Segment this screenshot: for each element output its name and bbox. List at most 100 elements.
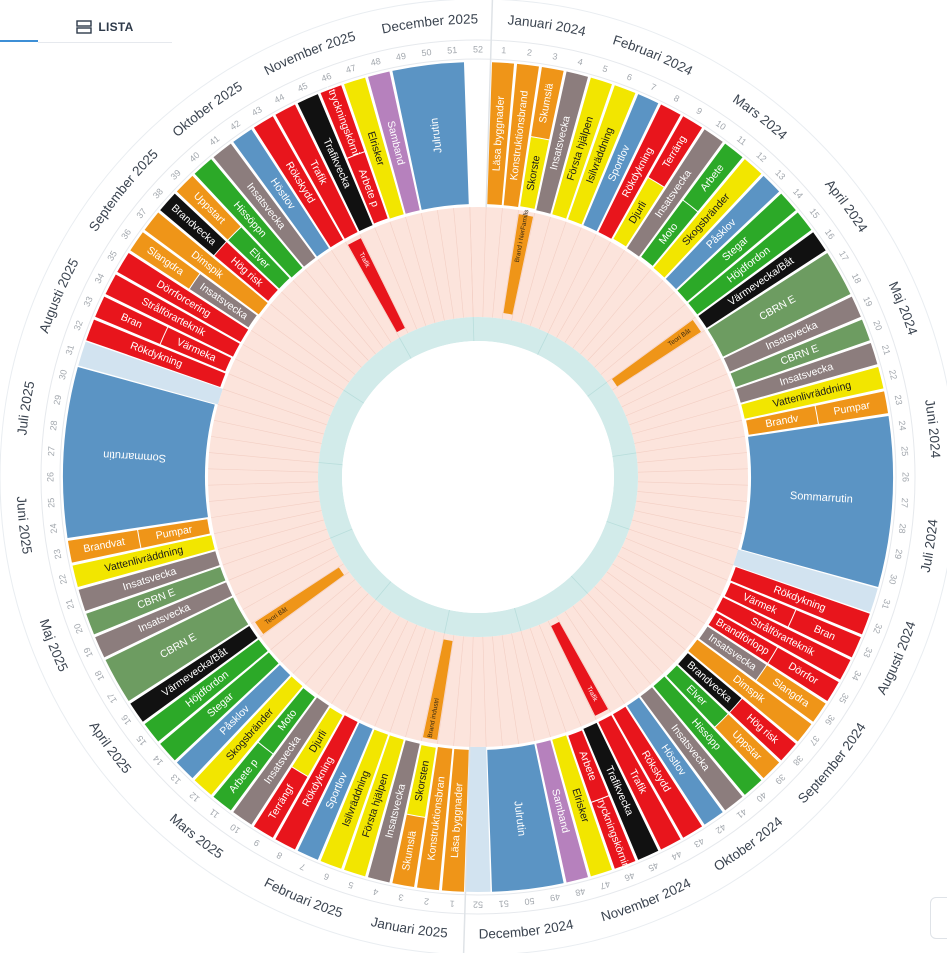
activity-segment [441, 748, 469, 892]
teal-grid-line [399, 337, 412, 359]
week-grid-line [637, 468, 748, 473]
week-grid-line [520, 631, 551, 738]
week-grid-line [538, 624, 582, 727]
week-number: 44 [670, 849, 684, 863]
week-grid-line [251, 563, 344, 624]
activity-segment [688, 212, 812, 315]
week-grid-line [612, 330, 705, 391]
week-grid-line [587, 593, 664, 674]
week-grid-line [594, 586, 675, 663]
week-grid-line [208, 481, 319, 486]
week-number: 24 [48, 523, 59, 534]
activity-segment [144, 639, 268, 742]
week-grid-line [625, 537, 728, 581]
week-number: 52 [473, 900, 483, 910]
week-grid-line [453, 636, 464, 746]
week-grid-line [547, 234, 597, 334]
week-grid-line [564, 611, 625, 704]
activity-segment [768, 647, 839, 702]
week-number: 17 [837, 249, 851, 263]
week-grid-line [637, 452, 747, 463]
week-grid-line [345, 241, 400, 338]
activity-segment [736, 343, 878, 403]
activity-segment [392, 62, 469, 210]
week-grid-line [242, 555, 339, 610]
week-grid-line [222, 388, 327, 426]
week-number: 43 [250, 104, 264, 118]
activity-segment [368, 71, 420, 214]
activity-segment [724, 582, 796, 627]
week-number: 31 [880, 598, 893, 611]
week-number: 15 [134, 734, 148, 748]
week-grid-line [228, 537, 331, 581]
activity-segment [583, 94, 659, 232]
week-grid-line [520, 216, 551, 323]
week-number: 28 [897, 523, 908, 534]
week-number: 29 [52, 394, 64, 406]
activity-segment [105, 597, 249, 702]
activity-segment [95, 296, 168, 344]
week-grid-line [405, 631, 436, 738]
week-number: 45 [647, 860, 660, 873]
week-number: 14 [791, 186, 805, 200]
activity-segment [678, 653, 742, 712]
week-grid-line [292, 280, 369, 361]
week-grid-line [482, 636, 487, 747]
inner-event-marker [348, 238, 405, 333]
inner-event-ring [208, 207, 748, 747]
week-grid-line [632, 404, 739, 435]
week-grid-line [242, 344, 339, 399]
week-number: 19 [82, 646, 95, 659]
activity-segment [746, 406, 818, 435]
week-number: 8 [672, 93, 681, 104]
week-number: 21 [64, 598, 77, 611]
week-grid-line [469, 636, 474, 747]
week-number: 12 [754, 150, 768, 164]
activity-segment [756, 665, 826, 722]
week-number: 27 [899, 498, 910, 509]
activity-segment [407, 745, 436, 817]
activity-segment [583, 722, 659, 860]
activity-segment [130, 232, 200, 289]
inner-event-marker [422, 639, 453, 740]
activity-segment [730, 319, 870, 388]
week-grid-line [580, 599, 652, 685]
activity-segment [320, 85, 365, 158]
activity-segment [297, 94, 373, 232]
activity-segment [176, 175, 241, 240]
teal-grid-line [514, 607, 522, 632]
week-number: 25 [899, 446, 910, 457]
activity-segment [666, 665, 728, 727]
activity-segment [641, 200, 698, 266]
teal-grid-line [570, 575, 588, 594]
week-number: 32 [72, 319, 85, 332]
week-number: 46 [320, 71, 333, 84]
week-number: 42 [228, 118, 242, 132]
week-number: 15 [807, 206, 821, 220]
week-number: 40 [187, 150, 201, 164]
week-grid-line [235, 546, 335, 596]
week-grid-line [606, 316, 696, 383]
tab-lista[interactable]: LISTA [38, 12, 172, 43]
week-number: 9 [252, 837, 261, 848]
activity-segment [591, 796, 636, 869]
week-number: 38 [151, 186, 165, 200]
activity-segment [648, 116, 703, 187]
week-number: 36 [119, 227, 133, 241]
week-number: 34 [850, 669, 864, 683]
week-number: 48 [370, 56, 382, 68]
activity-segment [716, 597, 851, 680]
activity-segment [95, 582, 233, 658]
week-number: 2 [526, 47, 532, 58]
week-number: 12 [187, 790, 201, 804]
week-number: 2 [423, 896, 429, 907]
week-number: 7 [649, 82, 658, 93]
activity-segment [320, 729, 389, 869]
corner-action-button[interactable]: – [930, 897, 947, 939]
activity-segment [144, 212, 268, 315]
week-number: 35 [105, 249, 119, 263]
activity-segment [130, 626, 258, 722]
teal-grid-line [587, 381, 608, 397]
week-number: 26 [901, 472, 911, 482]
teal-grid-line [444, 609, 450, 634]
